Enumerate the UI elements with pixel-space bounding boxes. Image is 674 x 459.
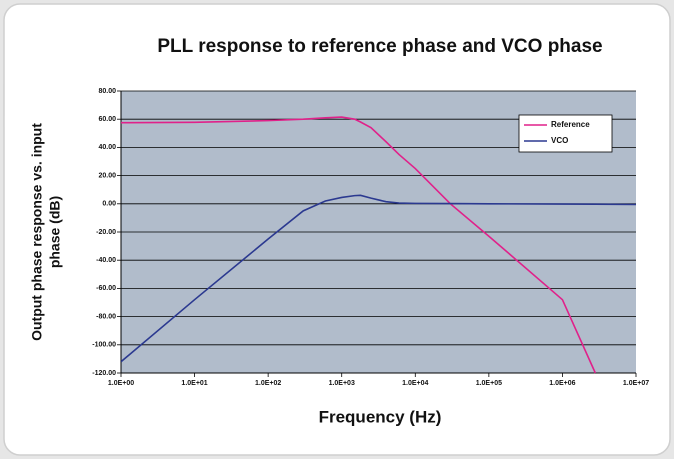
y-tick-label: 60.00 xyxy=(98,116,116,123)
y-axis-label-line: Output phase response vs. input xyxy=(29,123,45,341)
y-tick-label: 0.00 xyxy=(102,201,116,208)
y-tick-label: -60.00 xyxy=(96,285,116,292)
x-tick-label: 1.0E+06 xyxy=(549,380,575,387)
x-tick-label: 1.0E+01 xyxy=(181,380,207,387)
x-tick-label: 1.0E+00 xyxy=(108,380,134,387)
series-line xyxy=(121,194,636,363)
legend-label: Reference xyxy=(551,120,590,129)
x-tick-label: 1.0E+05 xyxy=(476,380,502,387)
legend-label: VCO xyxy=(551,136,568,145)
y-tick-label: -100.00 xyxy=(92,342,116,349)
x-tick-label: 1.0E+02 xyxy=(255,380,281,387)
x-axis-label: Frequency (Hz) xyxy=(319,407,442,426)
y-tick-label: 20.00 xyxy=(98,172,116,179)
x-tick-label: 1.0E+03 xyxy=(329,380,355,387)
series-line xyxy=(121,116,597,374)
x-tick-label: 1.0E+04 xyxy=(402,380,428,387)
y-tick-label: -120.00 xyxy=(92,370,116,377)
y-tick-label: -40.00 xyxy=(96,257,116,264)
y-tick-label: -80.00 xyxy=(96,313,116,320)
y-tick-label: -20.00 xyxy=(96,229,116,236)
legend-box xyxy=(518,114,613,153)
y-axis-label-line: phase (dB) xyxy=(47,196,63,268)
y-tick-label: 80.00 xyxy=(98,88,116,95)
y-tick-label: 40.00 xyxy=(98,144,116,151)
chart-title: PLL response to reference phase and VCO … xyxy=(157,36,602,57)
legend: Reference VCO xyxy=(518,114,613,153)
y-axis-label: Output phase response vs. input phase (d… xyxy=(29,123,63,341)
x-tick-label: 1.0E+07 xyxy=(623,380,649,387)
